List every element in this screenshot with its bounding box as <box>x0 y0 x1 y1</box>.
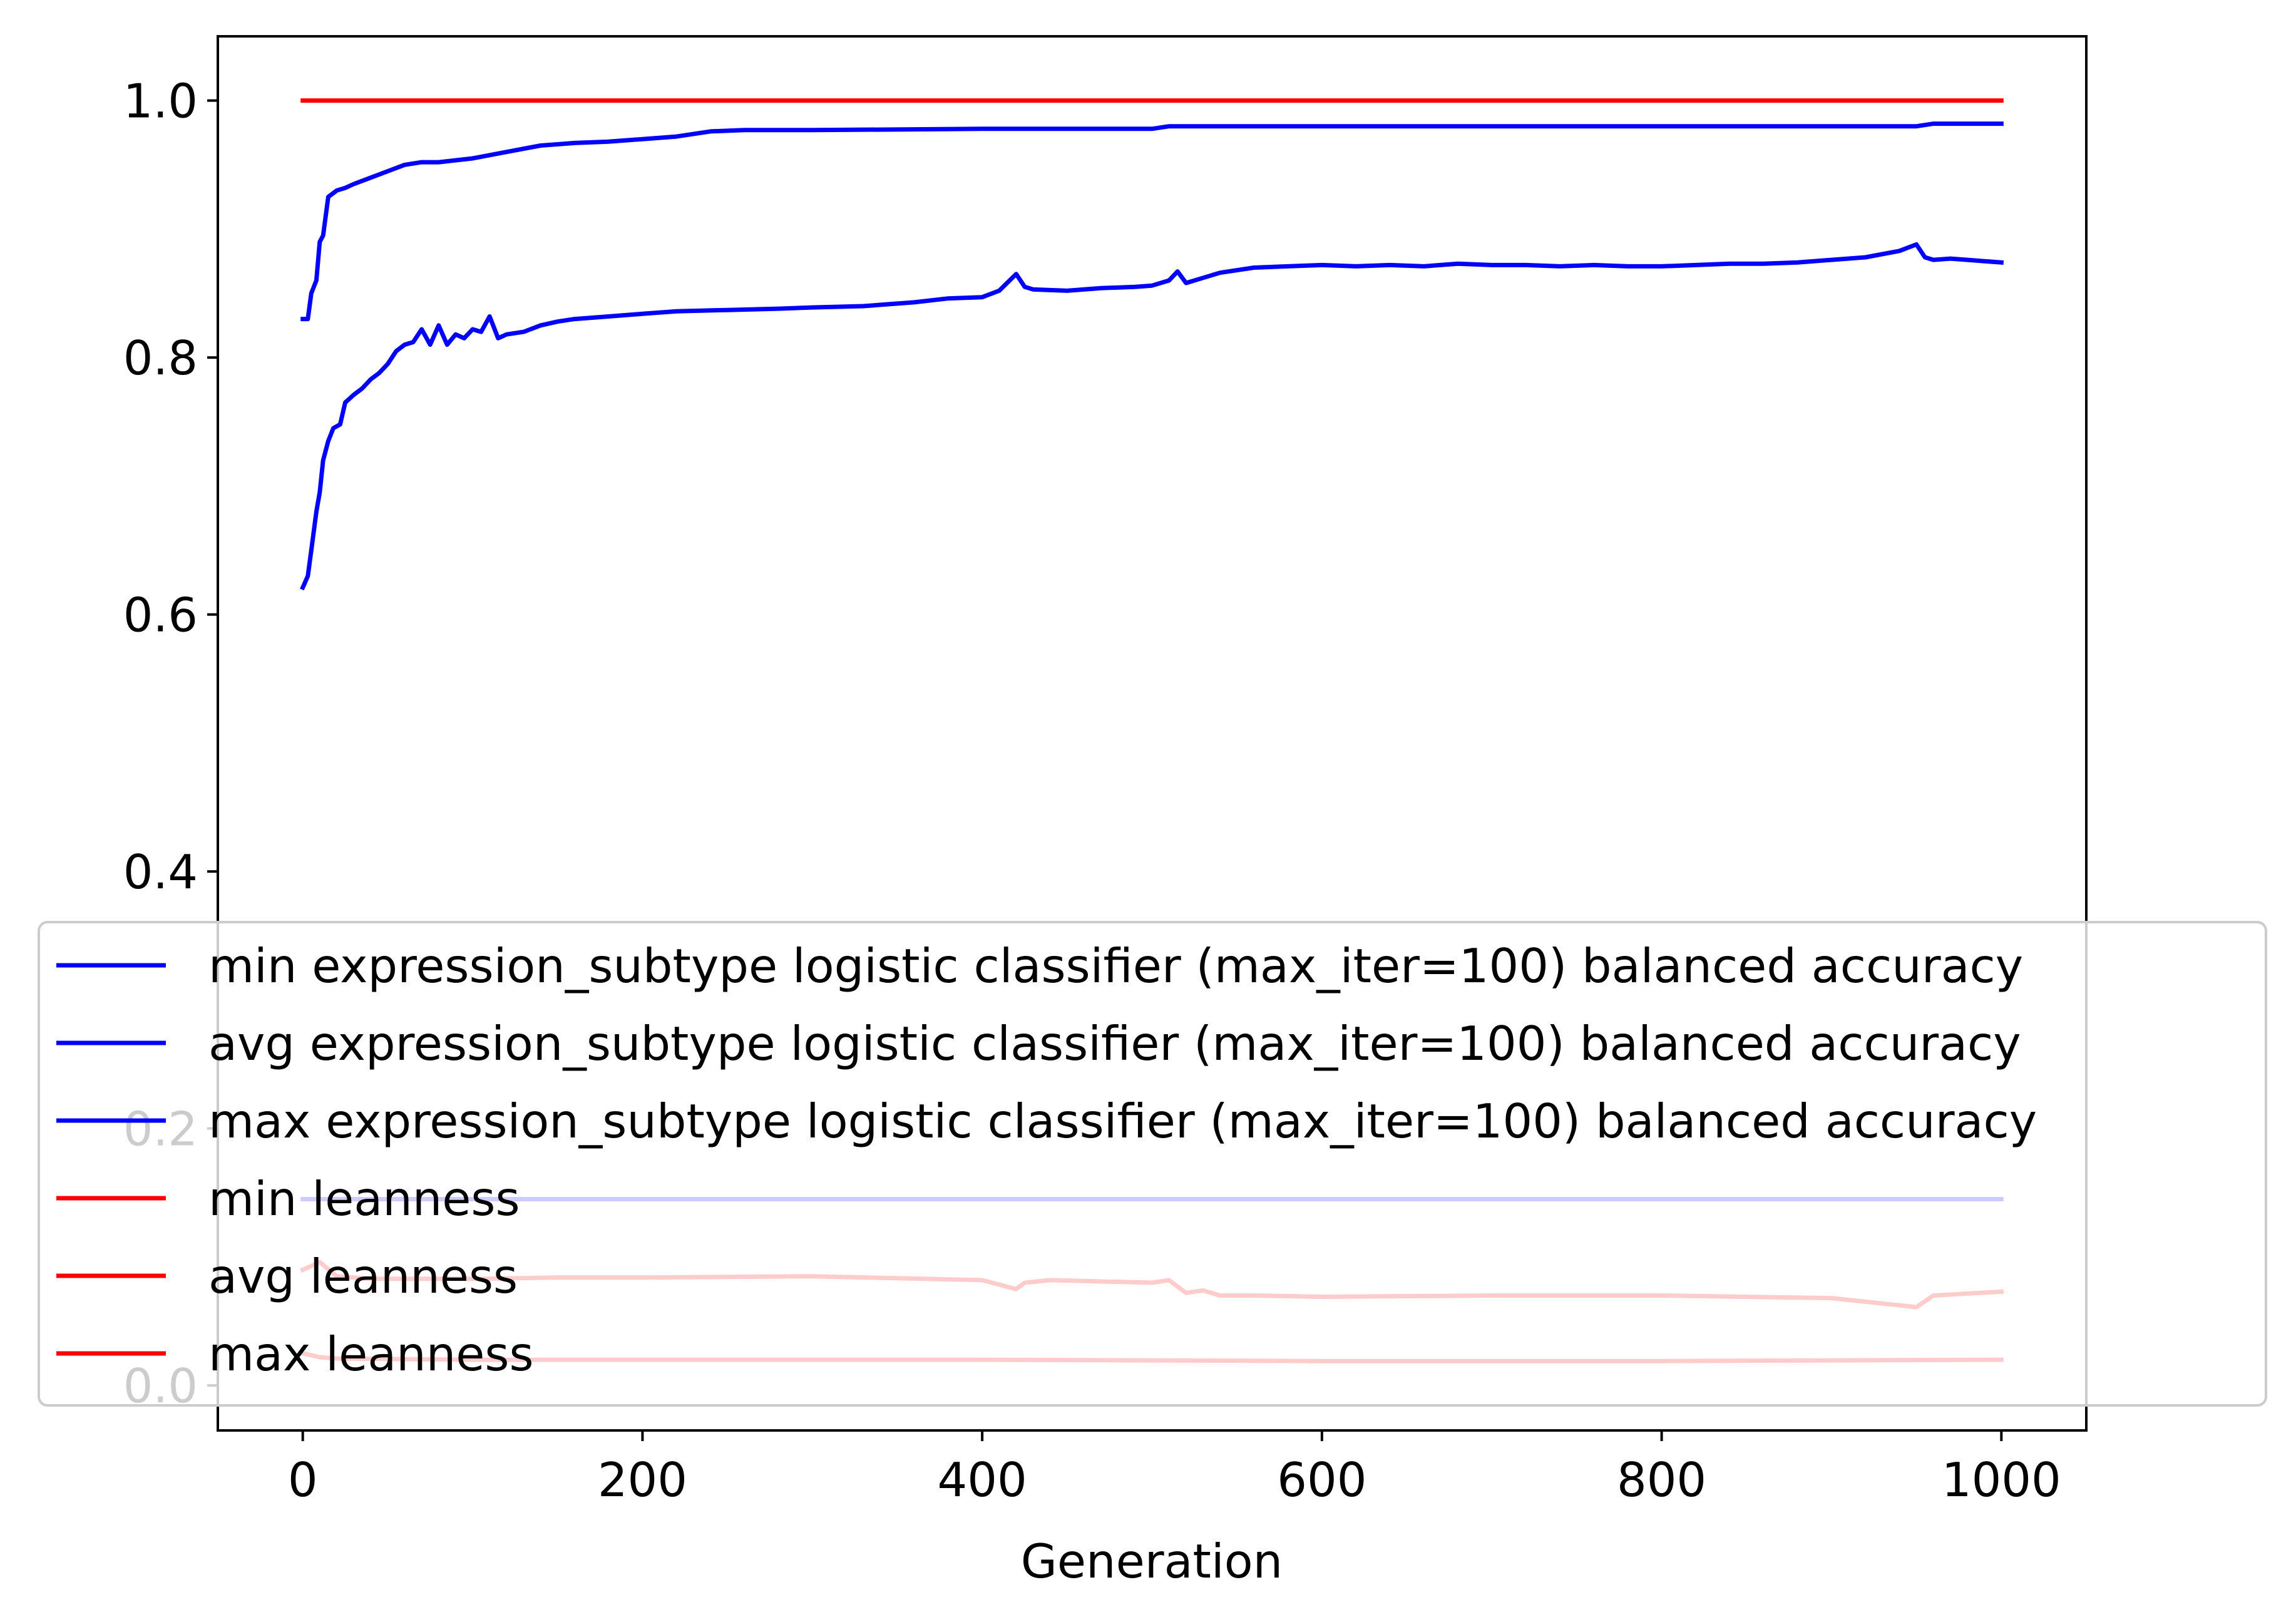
series-line-2 <box>300 121 2004 322</box>
legend-label-1: avg expression_subtype logistic classifi… <box>208 1016 2021 1071</box>
legend: min expression_subtype logistic classifi… <box>38 921 2267 1407</box>
legend-label-3: min leanness <box>208 1171 520 1226</box>
x-tick-label: 1000 <box>1942 1452 2061 1507</box>
x-tick-label: 200 <box>598 1452 687 1507</box>
y-tick-label: 0.6 <box>123 588 198 643</box>
series-line-1 <box>300 242 2004 591</box>
x-tick-label: 800 <box>1617 1452 1706 1507</box>
plot-frame <box>217 35 2088 1432</box>
y-tick-label: 0.8 <box>123 331 198 386</box>
x-tick-label: 0 <box>288 1452 318 1507</box>
y-tick-label: 0.4 <box>123 844 198 900</box>
legend-label-0: min expression_subtype logistic classifi… <box>208 938 2023 993</box>
legend-label-4: avg leanness <box>208 1249 518 1304</box>
y-tick-label: 1.0 <box>123 74 198 129</box>
x-tick-label: 400 <box>938 1452 1027 1507</box>
x-axis: 0 200 400 600 800 1000 <box>288 1430 2061 1507</box>
legend-box <box>38 921 2267 1407</box>
x-tick-label: 600 <box>1277 1452 1366 1507</box>
x-axis-label: Generation <box>1021 1534 1283 1589</box>
legend-label-5: max leanness <box>208 1327 534 1382</box>
legend-label-2: max expression_subtype logistic classifi… <box>208 1094 2037 1149</box>
